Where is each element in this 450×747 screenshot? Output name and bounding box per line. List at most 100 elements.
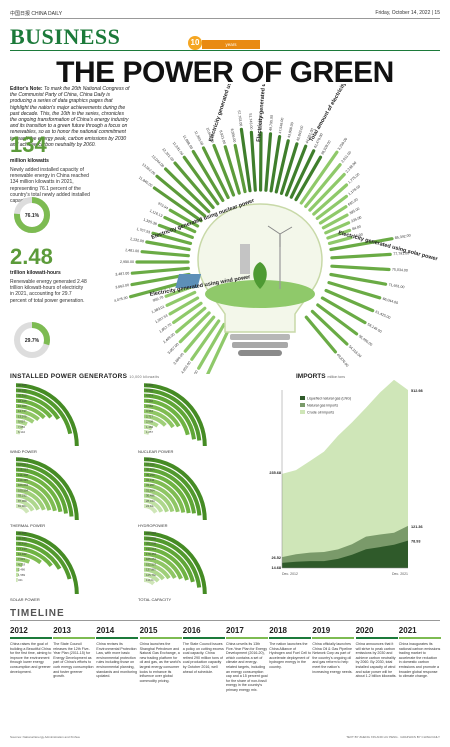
imports-chart: Liquefied natural gas (LNG) Natural gas i… (269, 380, 423, 576)
bulb-grass (205, 280, 315, 308)
generator-arc-label: 3,582 (146, 404, 153, 408)
bulb-illustration (175, 203, 323, 356)
wind-ray-label: 3,057.00 (167, 342, 180, 355)
crude-oil-area (282, 380, 408, 568)
thermal-ray (239, 127, 252, 193)
generator-panel-title: WIND POWER (10, 449, 37, 454)
stat-capacity-desc: Newly added installed capacity of renewa… (10, 167, 90, 205)
generator-arc (15, 419, 28, 427)
generator-arc (143, 467, 196, 514)
timeline-year: 2014 (96, 626, 115, 635)
wind-ray-label: 3,660.00 (173, 352, 185, 365)
generation-ring-fill (14, 322, 50, 358)
total-ray (320, 296, 367, 325)
solar-ray-label: 3,259.00 (337, 137, 348, 151)
imports-legend-label: Crude oil imports (307, 411, 334, 415)
nuclear-ray-label: 3,662.00 (115, 283, 129, 289)
total-ray-label: 54,316.00 (348, 345, 362, 359)
generator-arc-label: 129,678 (18, 457, 29, 461)
generator-arc-label: 114,676 (146, 578, 156, 582)
generator-arc-label: 4,989 (146, 388, 153, 392)
timeline-year: 2015 (139, 626, 158, 635)
total-ray (330, 264, 391, 272)
generator-arc (143, 472, 191, 514)
generator-arc-label: 106,094 (18, 483, 29, 487)
thermal-ray (294, 155, 323, 202)
timeline-text: China officially launches China Oil & Ga… (312, 642, 353, 674)
masthead: 中国日报 CHINA DAILY Friday, October 14, 202… (10, 8, 440, 18)
generator-panel: 81,96887,00993,232100,554106,094110,4951… (10, 457, 79, 528)
generator-arc-label: 118,957 (18, 468, 28, 472)
wind-ray (168, 296, 200, 316)
timeline-item: 2020 China announces that it will strive … (355, 626, 398, 679)
timeline-bar (139, 637, 182, 639)
anniversary-badge: 10 years (188, 36, 260, 50)
generator-panel-title: SOLAR POWER (10, 597, 40, 602)
generator-arc (15, 467, 68, 514)
timeline-bar (10, 637, 52, 639)
generator-panel: 6,1427,6529,65713,07514,74716,40018,4262… (10, 383, 79, 454)
nuclear-ray-label: 1,707.93 (136, 227, 151, 234)
cooling-tower-icon (240, 244, 250, 274)
section-title: BUSINESS (10, 24, 121, 49)
wind-ray (206, 325, 232, 374)
timeline-year: 2019 (312, 626, 331, 635)
generator-arc-label: 16,400 (18, 404, 27, 408)
generator-arc (15, 478, 57, 512)
generator-arc (15, 483, 52, 511)
generator-arc (15, 403, 46, 420)
timeline-title: TIMELINE (10, 608, 65, 619)
nuclear-ray (145, 240, 191, 252)
solar-ray-label: 665.00 (347, 197, 358, 206)
total-ray (329, 237, 394, 252)
stat-generation-unit: trillion kilowatt-hours (10, 270, 61, 276)
generator-arc (143, 541, 195, 583)
total-ray (327, 281, 382, 300)
timeline-text: The State Council releases the 12th Five… (53, 642, 94, 679)
imports-title: IMPORTS million tons (296, 373, 345, 380)
generator-arc (15, 552, 42, 565)
hydro-ray (223, 145, 241, 195)
wind-ray (178, 311, 211, 344)
hydro-ray-label: 13,552.00 (141, 162, 156, 175)
footer-credits: TEXT BY ZHENG XIN AND LIU PENG · GRAPHIC… (346, 735, 440, 739)
total-ray-label: 85,342.00 (395, 233, 411, 240)
stat-capacity-unit: million kilowatts (10, 158, 49, 164)
generator-arc-label: 4,218 (18, 562, 25, 566)
timeline-bar (398, 637, 441, 639)
generator-arc-label: 237,692 (146, 531, 157, 535)
generator-arc-label: 137,887 (146, 568, 157, 572)
timeline-text: China inaugurates its national carbon em… (398, 642, 441, 679)
generator-arc-label: 14,747 (18, 409, 27, 413)
hydro-ray-label: 13,044.00 (151, 154, 165, 168)
generator-arc (15, 429, 21, 435)
generators-unit: 10,000 kilowatts (129, 375, 160, 379)
capacity-ring-fill (14, 197, 50, 233)
generator-arc (143, 498, 164, 513)
solar-ray (326, 228, 352, 240)
thermal-ray-label: 38,928.00 (320, 140, 331, 156)
generator-arc-label: 20,418 (18, 542, 27, 546)
generator-arc-label: 33,207 (146, 483, 155, 487)
imports-value-label: 14.68 (271, 566, 281, 570)
solar-ray (321, 213, 349, 230)
timeline-item: 2017 China unveils its 13th Five-Year Pla… (226, 626, 268, 693)
nuclear-ray-label: 2,132.00 (130, 237, 144, 243)
hydro-ray (163, 167, 211, 214)
total-ray-label: 49,876.00 (336, 353, 349, 368)
generator-arc (15, 424, 24, 430)
generator-arc (15, 493, 40, 511)
thermal-ray-label: 57,703.00 (237, 110, 243, 126)
generator-arc (143, 562, 171, 580)
hydro-ray-label: 8,921.00 (218, 130, 226, 145)
wind-ray (175, 306, 207, 334)
thermal-ray-label: 42,842.00 (296, 125, 305, 141)
generator-arc-label: 1,257 (146, 430, 153, 434)
hydro-ray-label: 11,898.00 (182, 134, 194, 150)
note-text: To mark the 20th National Congress of th… (10, 86, 130, 148)
timeline-bar (226, 637, 268, 639)
section-rule (10, 50, 440, 51)
wind-ray (190, 319, 221, 361)
imports-legend-label: Liquefied natural gas (LNG) (307, 397, 351, 401)
